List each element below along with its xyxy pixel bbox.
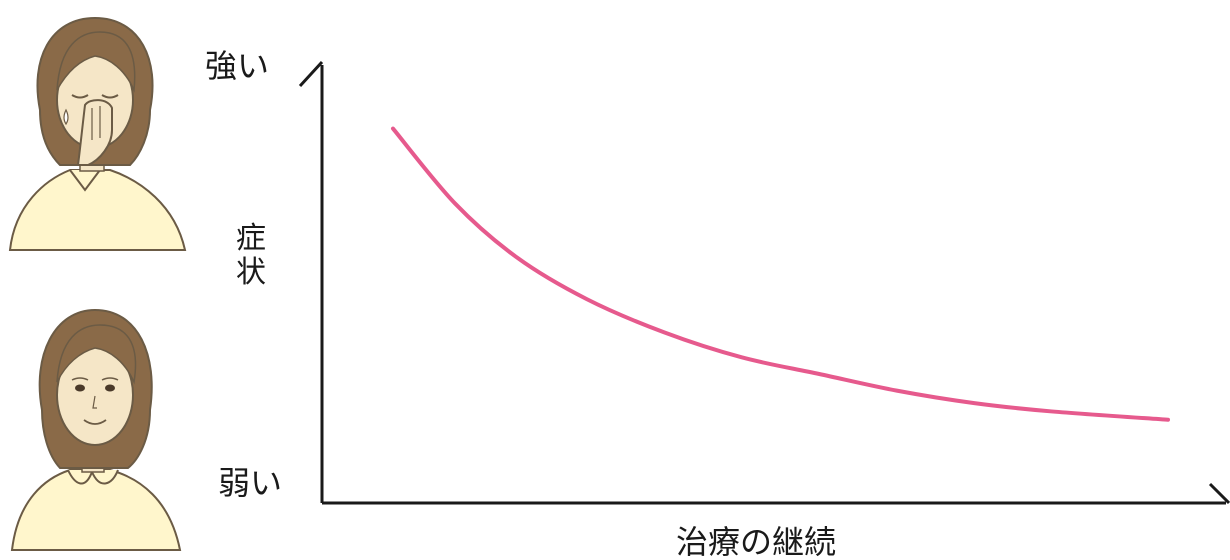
- x-axis-label: 治療の継続: [676, 523, 836, 560]
- symptom-curve: [391, 126, 1170, 422]
- x-axis-arrow-tip: [1208, 482, 1230, 505]
- woman-smiling-icon: [10, 308, 182, 551]
- chart-axes: [298, 60, 1230, 505]
- y-high-label: 強い: [205, 47, 269, 85]
- woman-covering-nose-icon: [8, 16, 187, 251]
- y-axis-arrow-tip: [298, 60, 324, 88]
- y-low-label: 弱い: [218, 464, 282, 502]
- y-axis-label: 症状: [236, 221, 266, 290]
